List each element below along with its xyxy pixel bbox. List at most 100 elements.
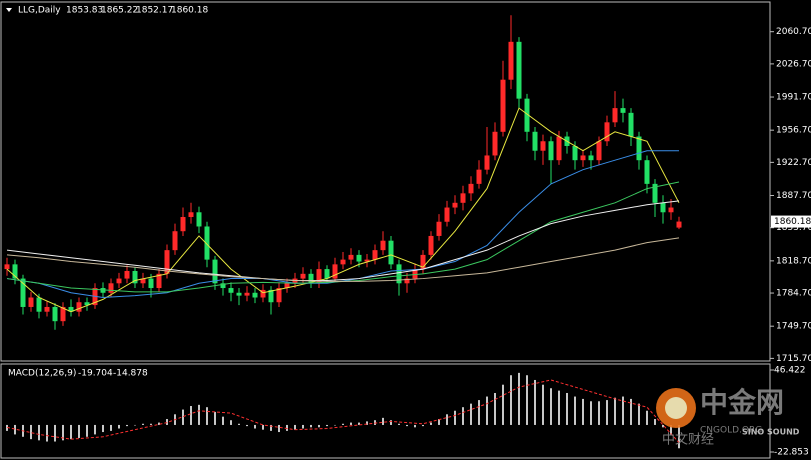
macd-bar [438, 419, 440, 425]
candle-body [508, 41, 514, 80]
macd-bar [534, 379, 536, 425]
candle-body [460, 193, 466, 203]
macd-bar [502, 384, 504, 425]
macd-bar [30, 424, 32, 440]
candle-body [172, 231, 178, 251]
candle-body [540, 141, 546, 151]
macd-bar [566, 392, 568, 425]
candle-body [244, 292, 250, 296]
macd-bar [630, 398, 632, 425]
macd-bar [318, 424, 320, 428]
macd-bar [78, 424, 80, 438]
candle-body [524, 98, 530, 132]
macd-bar [326, 424, 328, 427]
macd-bar [302, 424, 304, 429]
macd-bar [366, 421, 368, 425]
candle-body [60, 306, 66, 322]
watermark-brand: 中金网 [700, 386, 784, 419]
macd-bar [350, 422, 352, 425]
candle-body [428, 235, 434, 255]
header-close: 1860.18 [171, 6, 208, 16]
y-tick-label: 1922.70 [776, 158, 811, 168]
macd-bar [614, 397, 616, 425]
candle-body [668, 207, 674, 213]
candle-body [404, 278, 410, 284]
watermark-partner: SINO SOUND [742, 428, 800, 437]
macd-bar [206, 407, 208, 425]
candle-body [468, 183, 474, 194]
macd-y-tick-label: 46.422 [774, 366, 806, 376]
header-low: 1852.17 [136, 6, 173, 16]
macd-bar [678, 424, 680, 449]
candle-body [28, 297, 34, 307]
macd-bar [414, 424, 416, 428]
candle-body [196, 212, 202, 227]
macd-label: MACD(12,26,9) [8, 369, 76, 379]
candle-body [452, 202, 458, 208]
candle-body [372, 250, 378, 260]
macd-bar [654, 419, 656, 425]
symbol-label: LLG,Daily [18, 6, 61, 16]
macd-bar [494, 392, 496, 425]
last-price-box [771, 215, 811, 228]
candle-body [436, 221, 442, 236]
macd-bar [246, 424, 248, 427]
candle-body [380, 240, 386, 251]
candle-body [356, 254, 362, 262]
macd-bar [542, 384, 544, 425]
y-tick-label: 1784.70 [776, 289, 811, 299]
candle-body [268, 289, 274, 303]
macd-bar [14, 424, 16, 435]
candle-body [180, 217, 186, 232]
candle-body [636, 136, 642, 161]
y-tick-label: 1887.70 [776, 191, 811, 201]
candle-body [148, 278, 154, 289]
candle-body [588, 155, 594, 161]
candle-body [108, 283, 114, 293]
watermark-tagline: 中文财经 [662, 433, 714, 448]
candle-body [68, 306, 74, 312]
macd-bar [294, 424, 296, 430]
y-tick-label: 1956.70 [776, 126, 811, 136]
y-tick-label: 2026.70 [776, 59, 811, 69]
macd-bar [286, 424, 288, 431]
menu-arrow [6, 8, 12, 12]
macd-value: -19.704 [78, 369, 113, 379]
macd-bar [334, 424, 336, 426]
macd-bar [62, 424, 64, 441]
macd-bar [238, 423, 240, 425]
candle-body [220, 283, 226, 289]
candle-body [660, 202, 666, 213]
macd-bar [86, 424, 88, 437]
macd-bar [222, 416, 224, 425]
macd-bar [486, 396, 488, 425]
candle-body [676, 221, 682, 228]
candle-body [84, 302, 90, 306]
y-tick-label: 1749.70 [776, 322, 811, 332]
macd-panel-frame [0, 363, 771, 459]
macd-bar [582, 398, 584, 425]
price-panel-frame [0, 1, 771, 362]
macd-bar [190, 406, 192, 425]
candle-body [596, 141, 602, 161]
macd-bar [54, 424, 56, 442]
macd-bar [230, 420, 232, 425]
candle-body [580, 155, 586, 161]
candle-body [188, 212, 194, 218]
candle-body [612, 108, 618, 123]
macd-bar [262, 424, 264, 430]
macd-bar [638, 403, 640, 425]
macd-bar [358, 422, 360, 425]
candle-body [12, 264, 18, 279]
macd-bar [382, 417, 384, 425]
candle-body [212, 259, 218, 284]
y-tick-label: 1853.70 [776, 223, 811, 233]
candle-body [324, 269, 330, 279]
moving-average [6, 200, 680, 281]
macd-bar [510, 375, 512, 425]
candle-body [556, 136, 562, 161]
macd-bar [254, 424, 256, 429]
candle-body [484, 155, 490, 170]
last-price-label: 1860.18 [774, 217, 811, 227]
macd-bar [390, 420, 392, 425]
